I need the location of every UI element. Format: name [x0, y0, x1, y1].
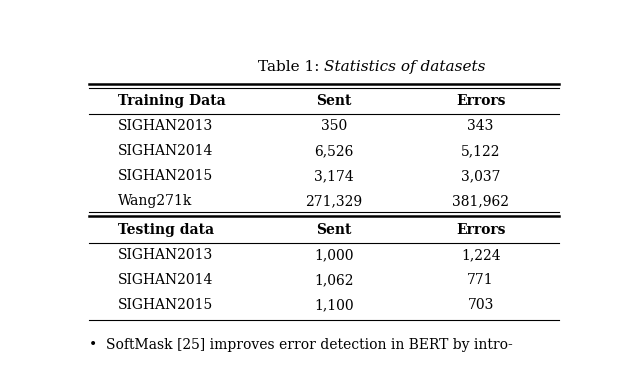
Text: 3,174: 3,174: [314, 169, 353, 183]
Text: Testing data: Testing data: [118, 223, 214, 237]
Text: 6,526: 6,526: [314, 144, 353, 158]
Text: •  SoftMask [25] improves error detection in BERT by intro-: • SoftMask [25] improves error detection…: [88, 338, 513, 352]
Text: SIGHAN2013: SIGHAN2013: [118, 119, 214, 133]
Text: Sent: Sent: [316, 94, 351, 108]
Text: 271,329: 271,329: [305, 194, 362, 208]
Text: 350: 350: [320, 119, 347, 133]
Text: 1,224: 1,224: [461, 248, 501, 262]
Text: 3,037: 3,037: [461, 169, 501, 183]
Text: 381,962: 381,962: [452, 194, 509, 208]
Text: SIGHAN2015: SIGHAN2015: [118, 298, 214, 312]
Text: SIGHAN2015: SIGHAN2015: [118, 169, 214, 183]
Text: 1,062: 1,062: [314, 273, 353, 287]
Text: 771: 771: [467, 273, 494, 287]
Text: 703: 703: [468, 298, 494, 312]
Text: 343: 343: [468, 119, 494, 133]
Text: 1,000: 1,000: [314, 248, 353, 262]
Text: Errors: Errors: [456, 94, 506, 108]
Text: SIGHAN2014: SIGHAN2014: [118, 273, 214, 287]
Text: 5,122: 5,122: [461, 144, 501, 158]
Text: SIGHAN2013: SIGHAN2013: [118, 248, 214, 262]
Text: Table 1:: Table 1:: [257, 60, 324, 74]
Text: Sent: Sent: [316, 223, 351, 237]
Text: Errors: Errors: [456, 223, 506, 237]
Text: Wang271k: Wang271k: [118, 194, 193, 208]
Text: 1,100: 1,100: [314, 298, 353, 312]
Text: SIGHAN2014: SIGHAN2014: [118, 144, 214, 158]
Text: Training Data: Training Data: [118, 94, 226, 108]
Text: Statistics of datasets: Statistics of datasets: [324, 60, 485, 74]
